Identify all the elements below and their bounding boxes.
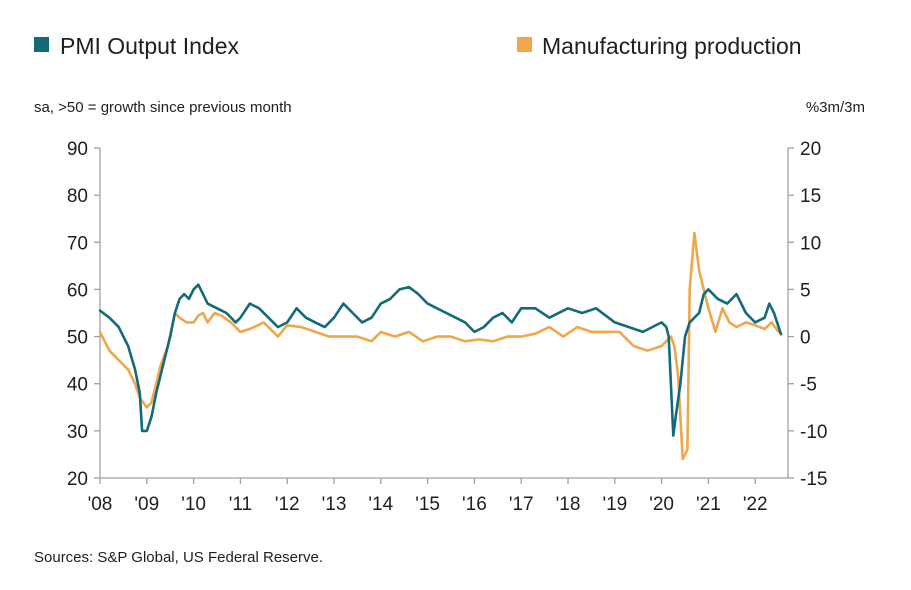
- left-tick-label: 70: [67, 233, 88, 254]
- legend-label-production: Manufacturing production: [542, 33, 802, 59]
- legend-swatch-pmi: [34, 37, 49, 52]
- left-tick-label: 50: [67, 328, 88, 349]
- left-axis-label: sa, >50 = growth since previous month: [34, 99, 292, 116]
- x-tick-label: '19: [602, 494, 627, 515]
- right-tick-label: 5: [800, 280, 811, 301]
- series-line-production: [98, 231, 780, 461]
- x-tick-label: '17: [509, 494, 534, 515]
- x-tick-label: '18: [556, 494, 581, 515]
- right-tick-label: 0: [800, 328, 811, 349]
- x-tick-label: '14: [368, 494, 393, 515]
- x-tick-label: '08: [88, 494, 113, 515]
- right-tick-label: 20: [800, 139, 821, 160]
- left-tick-label: 80: [67, 186, 88, 207]
- x-tick-label: '10: [181, 494, 206, 515]
- x-tick-label: '13: [322, 494, 347, 515]
- series-line-pmi: [98, 283, 783, 437]
- right-tick-label: -10: [800, 422, 827, 443]
- left-tick-label: 20: [67, 469, 88, 490]
- right-tick-label: 10: [800, 233, 821, 254]
- left-tick-label: 90: [67, 139, 88, 160]
- x-tick-label: '12: [275, 494, 300, 515]
- left-tick-label: 60: [67, 280, 88, 301]
- x-tick-label: '20: [649, 494, 674, 515]
- right-axis-label: %3m/3m: [806, 99, 865, 116]
- source-note: Sources: S&P Global, US Federal Reserve.: [34, 549, 323, 566]
- right-tick-label: 15: [800, 186, 821, 207]
- x-tick-label: '21: [696, 494, 721, 515]
- x-tick-label: '11: [229, 494, 252, 515]
- left-tick-label: 30: [67, 422, 88, 443]
- right-tick-label: -5: [800, 375, 817, 396]
- legend-label-pmi: PMI Output Index: [60, 33, 239, 59]
- x-tick-label: '09: [134, 494, 159, 515]
- legend-swatch-production: [517, 37, 532, 52]
- x-tick-label: '22: [743, 494, 768, 515]
- x-tick-label: '15: [415, 494, 440, 515]
- left-tick-label: 40: [67, 375, 88, 396]
- right-tick-label: -15: [800, 469, 827, 490]
- x-tick-label: '16: [462, 494, 487, 515]
